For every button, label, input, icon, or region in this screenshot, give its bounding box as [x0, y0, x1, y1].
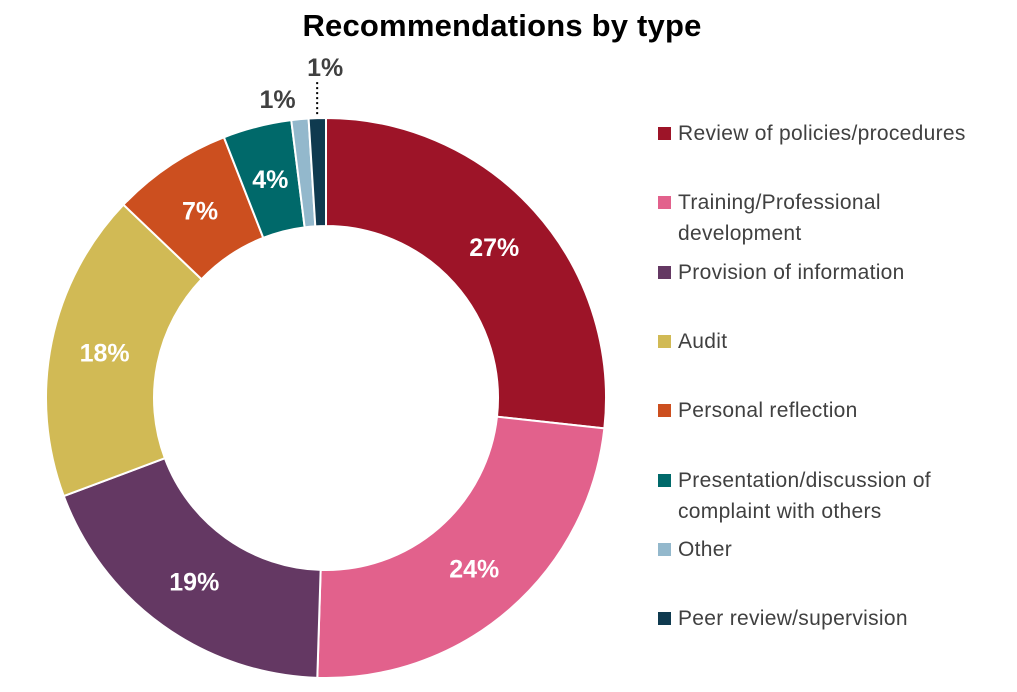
- legend-swatch: [658, 612, 671, 626]
- data-labels-group: 27% 24% 19% 18% 7% 4% 1% 1%: [80, 54, 520, 597]
- legend-item-review-of-policies-procedures: Review of policies/procedures: [658, 118, 1008, 149]
- slice-peer-review-supervision: [307, 116, 327, 228]
- legend-item-other: Other: [658, 534, 1008, 565]
- slice-provision-of-information: [62, 456, 322, 679]
- data-label-presentation-discussion-of-complaint-with-others: 4%: [252, 166, 288, 194]
- slice-review-of-policies-procedures: [325, 116, 607, 430]
- legend-swatch: [658, 265, 671, 279]
- data-label-peer-review-supervision: 1%: [307, 54, 343, 82]
- legend-swatch: [658, 473, 671, 487]
- legend-item-audit: Audit: [658, 326, 1008, 357]
- legend-label: Peer review/supervision: [678, 607, 908, 631]
- data-label-audit: 18%: [80, 340, 130, 368]
- chart-title: Recommendations by type: [302, 8, 702, 43]
- legend-label: Audit: [678, 329, 728, 353]
- data-label-provision-of-information: 19%: [169, 569, 219, 597]
- slices-group: [45, 116, 607, 679]
- legend-swatch: [658, 542, 671, 556]
- legend-swatch: [658, 334, 671, 348]
- data-label-training-professional-development: 24%: [449, 556, 499, 584]
- legend-item-provision-of-information: Provision of information: [658, 257, 1008, 288]
- legend-label: Provision of information: [678, 260, 905, 284]
- legend-item-presentation-discussion-of-complaint-with-others: Presentation/discussion of complaint wit…: [658, 465, 1008, 527]
- legend-item-training-professional-development: Training/Professional development: [658, 187, 1008, 249]
- legend-label: Training/Professional development: [678, 191, 881, 246]
- slice-audit: [45, 203, 203, 498]
- data-label-review-of-policies-procedures: 27%: [469, 234, 519, 262]
- legend-label: Review of policies/procedures: [678, 122, 966, 145]
- legend-label: Personal reflection: [678, 399, 858, 423]
- legend-swatch: [658, 196, 671, 210]
- legend-swatch: [658, 404, 671, 418]
- data-label-other: 1%: [259, 86, 295, 114]
- legend-item-personal-reflection: Personal reflection: [658, 395, 1008, 426]
- legend-label: Presentation/discussion of complaint wit…: [678, 468, 931, 523]
- legend-swatch: [658, 127, 671, 140]
- legend-item-peer-review-supervision: Peer review/supervision: [658, 603, 1008, 634]
- slice-training-professional-development: [316, 415, 606, 679]
- legend-label: Other: [678, 537, 733, 561]
- data-label-personal-reflection: 7%: [182, 197, 218, 225]
